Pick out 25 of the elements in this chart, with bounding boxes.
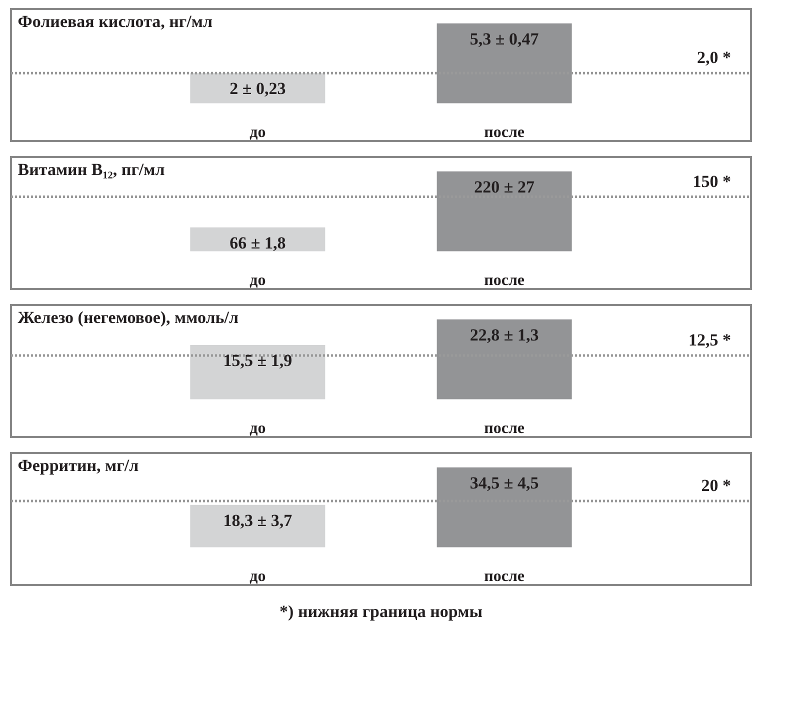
x-tick-label: до [250,124,266,141]
chart-title: Витамин B₁₂, пг/мл [18,160,166,179]
x-tick-label: после [484,420,525,437]
x-tick-label: после [484,124,525,141]
data-label: 220 ± 27 [474,177,535,196]
x-tick-label: до [250,272,266,289]
ref-line-label: 20 * [701,476,731,495]
data-label: 66 ± 1,8 [230,233,286,252]
chart-title: Фолиевая кислота, нг/мл [18,12,213,31]
ref-line-label: 150 * [692,172,731,191]
data-label: 15,5 ± 1,9 [223,350,292,370]
x-tick-label: до [250,420,266,437]
data-label: 2 ± 0,23 [230,79,286,98]
x-tick-label: после [484,568,525,585]
data-label: 34,5 ± 4,5 [470,473,539,492]
chart-title: Ферритин, мг/л [18,456,140,475]
x-tick-label: после [484,272,525,289]
data-label: 22,8 ± 1,3 [470,325,539,344]
text: *) нижняя граница нормы [280,602,482,621]
chart-title: Железо (негемовое), ммоль/л [18,308,240,327]
x-tick-label: до [250,568,266,585]
data-label: 5,3 ± 0,47 [470,29,540,48]
ref-line-label: 12,5 * [688,330,731,350]
data-label: 18,3 ± 3,7 [223,510,293,530]
ref-line-label: 2,0 * [697,48,731,68]
